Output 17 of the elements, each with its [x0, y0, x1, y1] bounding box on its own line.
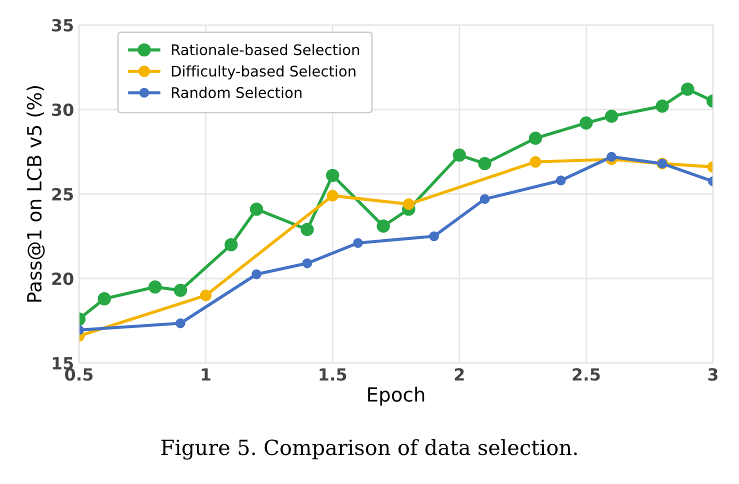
x-tick-label: 1: [202, 368, 210, 381]
x-tick-label: 0.5: [65, 368, 93, 381]
legend-label: Rationale-based Selection: [172, 44, 360, 56]
caption: Figure 5. Comparison of data selection.: [161, 439, 577, 460]
y-tick-label: 20: [52, 272, 74, 286]
x-tick-label: 3: [708, 368, 718, 381]
y-tick-label: 35: [52, 18, 73, 32]
legend-label: Random Selection: [172, 86, 302, 98]
x-tick-label: 1.5: [320, 368, 346, 381]
x-axis-title: Epoch: [368, 386, 424, 406]
y-tick-label: 15: [52, 357, 73, 370]
y-tick-label: 25: [52, 188, 73, 201]
y-axis-title: Pass@1 on LCB v5 (%): [26, 86, 45, 302]
legend-label: Difficulty-based Selection: [172, 65, 356, 80]
y-tick-label: 30: [52, 103, 74, 116]
x-tick-label: 2: [454, 368, 464, 381]
x-tick-label: 2.5: [572, 368, 600, 381]
